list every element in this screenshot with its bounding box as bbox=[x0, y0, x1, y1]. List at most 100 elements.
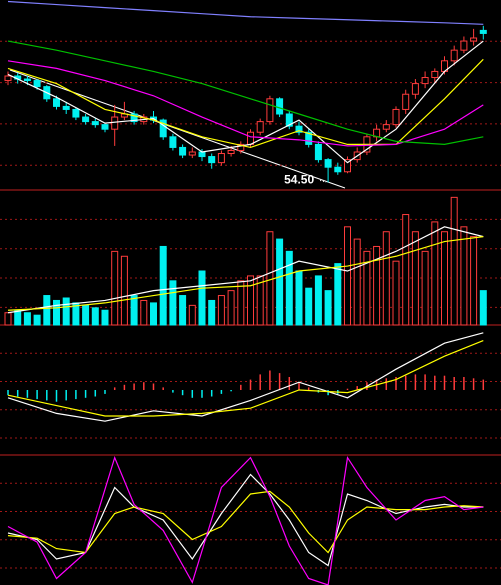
volume-bar bbox=[460, 226, 468, 326]
volume-bar bbox=[392, 260, 400, 326]
indicator-line bbox=[7, 0, 484, 25]
indicator-line bbox=[7, 490, 484, 554]
candle-body bbox=[266, 98, 274, 123]
candle-body bbox=[179, 146, 187, 156]
volume-bar bbox=[150, 302, 157, 326]
candle-body bbox=[188, 151, 196, 156]
candle-body bbox=[111, 116, 119, 130]
candle-body bbox=[460, 40, 468, 51]
candle-body bbox=[402, 93, 410, 110]
candle-body bbox=[285, 113, 293, 127]
candle-body bbox=[198, 151, 206, 158]
indicator-line bbox=[7, 60, 484, 147]
volume-bar bbox=[208, 299, 216, 326]
volume-bar bbox=[441, 231, 448, 326]
volume-bar bbox=[266, 231, 274, 326]
candle-body bbox=[227, 149, 235, 155]
candle-body bbox=[72, 108, 80, 118]
volume-bar bbox=[479, 290, 487, 326]
volume-bar bbox=[344, 226, 351, 326]
candle-body bbox=[101, 124, 109, 130]
candle-body bbox=[314, 143, 322, 161]
candle-body bbox=[276, 98, 284, 115]
volume-bar bbox=[373, 245, 381, 326]
candle-body bbox=[217, 153, 225, 164]
candle-body bbox=[130, 113, 138, 123]
candle-body bbox=[479, 29, 487, 34]
candle-body bbox=[334, 166, 342, 173]
volume-bar bbox=[314, 275, 322, 326]
volume-bar bbox=[179, 295, 187, 326]
indicator-line bbox=[7, 40, 484, 164]
candle-body bbox=[82, 116, 90, 123]
candle-body bbox=[450, 49, 458, 62]
price-annotation: 54.50 bbox=[284, 173, 314, 187]
volume-bar bbox=[82, 304, 90, 326]
volume-bar bbox=[198, 270, 206, 326]
candle-body bbox=[91, 121, 99, 126]
volume-bar bbox=[247, 275, 254, 326]
candle-body bbox=[159, 119, 167, 138]
indicator-line bbox=[7, 455, 484, 585]
volume-bar bbox=[353, 238, 361, 326]
volume-bar bbox=[227, 290, 235, 326]
candle-body bbox=[256, 121, 264, 133]
volume-bar bbox=[237, 280, 245, 326]
candle-body bbox=[344, 159, 351, 173]
volume-bar bbox=[62, 297, 70, 326]
volume-bar bbox=[130, 295, 138, 326]
candle-body bbox=[305, 131, 313, 145]
volume-bar bbox=[14, 309, 22, 326]
volume-bar bbox=[402, 214, 410, 326]
candle-body bbox=[53, 98, 60, 107]
candle-body bbox=[382, 124, 390, 130]
indicator-line bbox=[7, 332, 484, 422]
volume-bar bbox=[431, 221, 439, 326]
indicator-line bbox=[7, 226, 484, 314]
candle-body bbox=[62, 105, 70, 110]
volume-bar bbox=[411, 231, 419, 326]
volume-bar bbox=[43, 295, 51, 326]
volume-bar bbox=[470, 236, 478, 326]
volume-bar bbox=[4, 312, 12, 326]
candle-body bbox=[23, 78, 31, 82]
volume-bar bbox=[421, 250, 429, 326]
trend-line bbox=[9, 69, 346, 189]
volume-bar bbox=[188, 304, 196, 326]
volume-bar bbox=[159, 245, 167, 326]
volume-bar bbox=[33, 314, 41, 326]
volume-bar bbox=[363, 250, 371, 326]
indicator-line bbox=[7, 58, 484, 149]
volume-bar bbox=[169, 280, 177, 326]
volume-bar bbox=[217, 295, 225, 326]
candle-body bbox=[4, 75, 12, 82]
volume-bar bbox=[305, 287, 313, 326]
candle-body bbox=[169, 136, 177, 148]
candle-body bbox=[411, 83, 419, 95]
candle-body bbox=[33, 80, 41, 88]
indicator-line bbox=[7, 236, 484, 311]
volume-bar bbox=[295, 270, 303, 326]
volume-bar bbox=[111, 250, 119, 326]
candle-body bbox=[237, 143, 245, 151]
volume-bar bbox=[382, 231, 390, 326]
volume-bar bbox=[23, 312, 31, 326]
candle-body bbox=[392, 108, 400, 126]
volume-bar bbox=[120, 255, 128, 326]
volume-bar bbox=[91, 307, 99, 326]
volume-bar bbox=[324, 290, 332, 326]
candle-body bbox=[324, 159, 332, 168]
indicator-line bbox=[7, 40, 484, 146]
candle-body bbox=[295, 125, 303, 133]
annotation-arrow bbox=[319, 179, 327, 183]
volume-bar bbox=[53, 299, 60, 326]
volume-bar bbox=[101, 309, 109, 326]
volume-bar bbox=[285, 250, 293, 326]
volume-bar bbox=[276, 238, 284, 326]
volume-bar bbox=[450, 196, 458, 326]
candle-body bbox=[421, 77, 429, 85]
candle-body bbox=[208, 156, 216, 164]
volume-bar bbox=[140, 299, 148, 326]
